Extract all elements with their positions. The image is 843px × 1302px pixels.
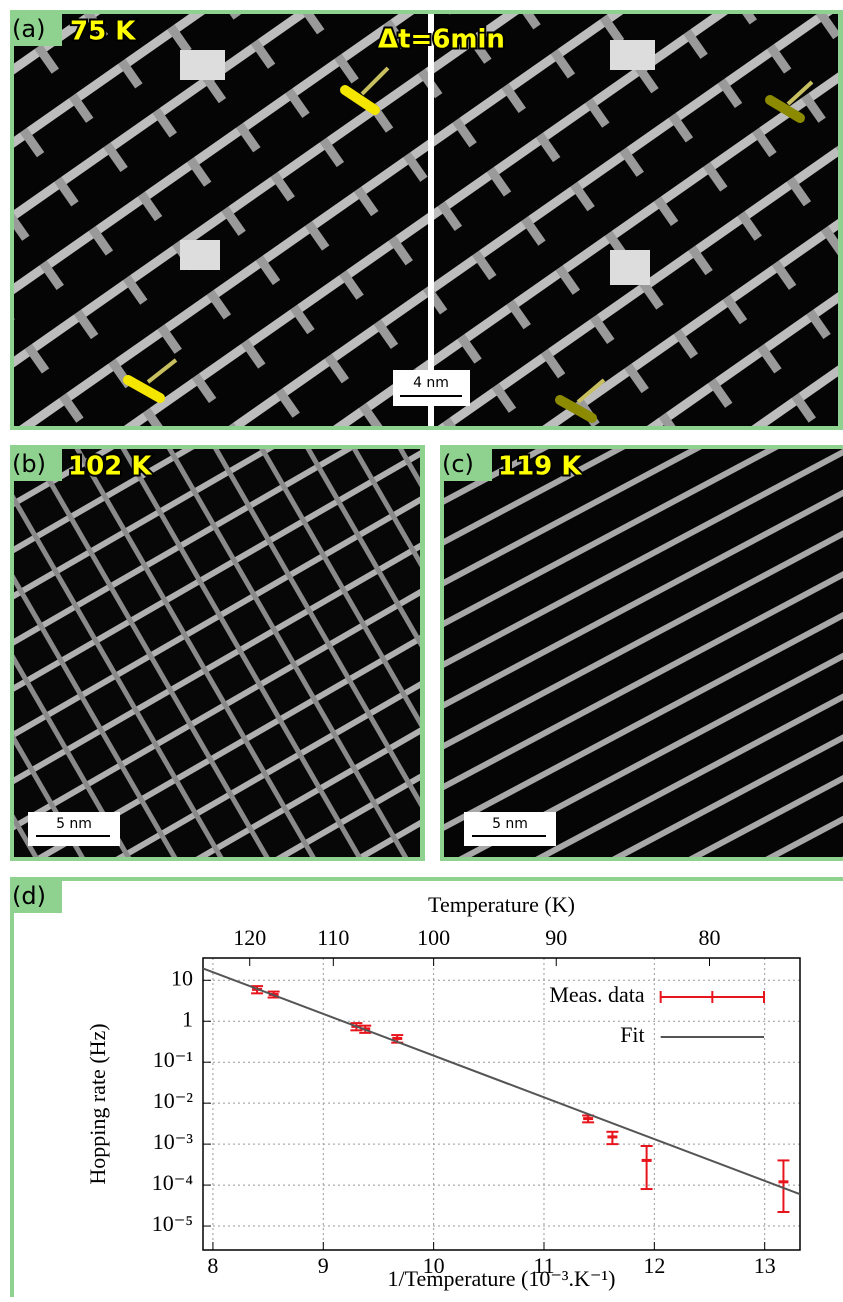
x2-tick-label: 120 bbox=[233, 925, 266, 950]
x2-tick-label: 100 bbox=[417, 925, 450, 950]
panel-frame bbox=[10, 877, 14, 1297]
divider bbox=[428, 14, 434, 426]
y-axis-label: Hopping rate (Hz) bbox=[85, 1023, 110, 1184]
x-tick-label: 8 bbox=[207, 1253, 218, 1278]
x-tick-label: 9 bbox=[318, 1253, 329, 1278]
panel-label: (a) bbox=[12, 15, 45, 43]
scale-bar-label: 5 nm bbox=[492, 816, 528, 832]
temperature-label: 102 K bbox=[68, 452, 152, 482]
interval-label: Δt=6min bbox=[378, 25, 505, 55]
figure: (a) 75 K Δt=6min 4 nm (b) 102 K 5 nm (c)… bbox=[0, 0, 843, 1297]
x-tick-label: 12 bbox=[643, 1253, 665, 1278]
temperature-label: 119 K bbox=[498, 452, 582, 482]
y-tick-label: 10⁻³ bbox=[153, 1129, 194, 1154]
stm-image bbox=[14, 449, 420, 857]
y-tick-label: 10⁻² bbox=[153, 1088, 194, 1113]
y-tick-label: 10⁻⁴ bbox=[152, 1170, 194, 1195]
bright-feature bbox=[180, 50, 225, 80]
y-tick-label: 10⁻⁵ bbox=[152, 1211, 193, 1236]
scale-bar-label: 5 nm bbox=[56, 816, 92, 832]
stm-image bbox=[14, 14, 838, 426]
x2-tick-label: 80 bbox=[699, 925, 721, 950]
scale-bar-label: 4 nm bbox=[413, 375, 449, 391]
legend-label: Fit bbox=[620, 1022, 644, 1047]
panel-label: (c) bbox=[442, 450, 474, 478]
bright-feature bbox=[610, 250, 650, 285]
x-tick-label: 13 bbox=[754, 1253, 776, 1278]
x2-tick-label: 90 bbox=[545, 925, 567, 950]
stm-image bbox=[444, 449, 843, 857]
panel-frame bbox=[10, 877, 843, 881]
legend-label: Meas. data bbox=[549, 982, 645, 1007]
y-tick-label: 10⁻¹ bbox=[153, 1047, 193, 1072]
x2-tick-label: 110 bbox=[317, 925, 349, 950]
panel-label: (d) bbox=[12, 882, 46, 910]
y-tick-label: 1 bbox=[182, 1006, 193, 1031]
panel-label: (b) bbox=[12, 450, 46, 478]
bright-feature bbox=[610, 40, 655, 70]
x2-axis-label: Temperature (K) bbox=[428, 892, 575, 917]
temperature-label: 75 K bbox=[70, 17, 136, 47]
y-tick-label: 10 bbox=[171, 965, 193, 990]
bright-feature bbox=[180, 240, 220, 270]
x-axis-label: 1/Temperature (10⁻³.K⁻¹) bbox=[388, 1266, 616, 1291]
